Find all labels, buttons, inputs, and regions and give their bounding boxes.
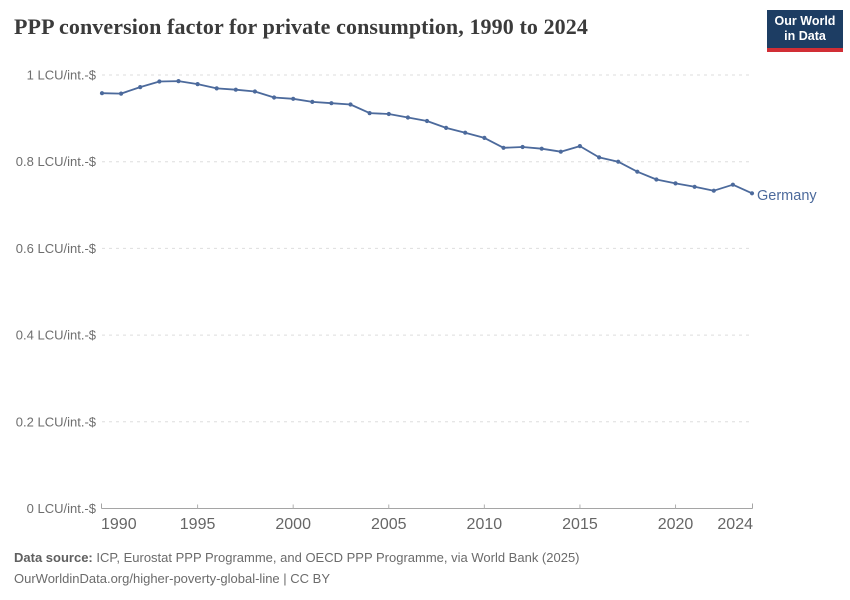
data-point <box>195 82 200 87</box>
data-point <box>310 99 315 104</box>
x-tick-label: 2024 <box>717 516 753 533</box>
y-tick-label: 0.2 LCU/int.-$ <box>16 414 97 429</box>
data-point <box>635 169 640 174</box>
citation-link[interactable]: OurWorldinData.org/higher-poverty-global… <box>14 571 330 586</box>
data-point <box>252 89 257 94</box>
data-point <box>539 146 544 151</box>
data-point <box>233 87 238 92</box>
data-point <box>444 125 449 130</box>
data-point <box>329 101 334 106</box>
owid-logo-line1: Our World <box>774 14 836 28</box>
data-point <box>272 95 277 100</box>
data-point <box>119 91 124 96</box>
datasource-line: Data source: ICP, Eurostat PPP Programme… <box>14 550 580 565</box>
data-point <box>405 115 410 120</box>
data-point <box>138 85 143 90</box>
data-point <box>692 184 697 189</box>
x-tick-label: 1990 <box>101 516 137 533</box>
data-point <box>730 182 736 187</box>
line-chart: 0 LCU/int.-$ 0.2 LCU/int.-$ 0.4 LCU/int.-$… <box>16 68 755 533</box>
owid-logo[interactable]: Our World in Data <box>767 10 843 52</box>
x-tick-label: 2000 <box>275 516 311 533</box>
y-tick-label: 0 LCU/int.-$ <box>27 501 97 516</box>
x-tick-label: 2010 <box>467 516 503 533</box>
y-tick-label: 1 LCU/int.-$ <box>27 68 97 83</box>
chart-footer: Data source: ICP, Eurostat PPP Programme… <box>14 547 834 589</box>
x-tick-label: 2020 <box>658 516 694 533</box>
data-point <box>711 188 716 193</box>
series-label-germany: Germany <box>757 188 817 204</box>
y-tick-label: 0.8 LCU/int.-$ <box>16 154 97 169</box>
y-tick-label: 0.4 LCU/int.-$ <box>16 328 97 343</box>
data-point <box>99 91 105 96</box>
owid-logo-line2: in Data <box>784 29 826 43</box>
data-point <box>501 145 506 150</box>
data-point <box>520 144 525 150</box>
data-point <box>673 181 678 186</box>
chart-area: 0 LCU/int.-$ 0.2 LCU/int.-$ 0.4 LCU/int.-$… <box>16 68 817 534</box>
data-point <box>367 111 372 116</box>
data-point <box>386 111 391 117</box>
data-point <box>597 155 602 160</box>
data-point <box>616 159 621 164</box>
data-point <box>291 96 296 101</box>
data-point <box>482 135 487 140</box>
data-point <box>214 86 219 91</box>
data-point <box>176 79 181 84</box>
data-point <box>654 177 659 182</box>
data-point <box>463 130 468 135</box>
x-tick-label: 2005 <box>371 516 407 533</box>
series-line <box>101 80 753 195</box>
datasource-label: Data source: <box>14 550 93 565</box>
x-tick-label: 2015 <box>562 516 598 533</box>
data-point <box>558 149 563 154</box>
x-tick-label: 1995 <box>180 516 216 533</box>
y-tick-label: 0.6 LCU/int.-$ <box>16 241 97 256</box>
page-title: PPP conversion factor for private consum… <box>14 14 588 39</box>
data-point <box>749 191 755 196</box>
data-point <box>577 144 583 149</box>
datasource-text: ICP, Eurostat PPP Programme, and OECD PP… <box>96 550 580 565</box>
data-point <box>157 79 162 84</box>
data-point <box>348 102 353 107</box>
data-point <box>424 118 430 124</box>
